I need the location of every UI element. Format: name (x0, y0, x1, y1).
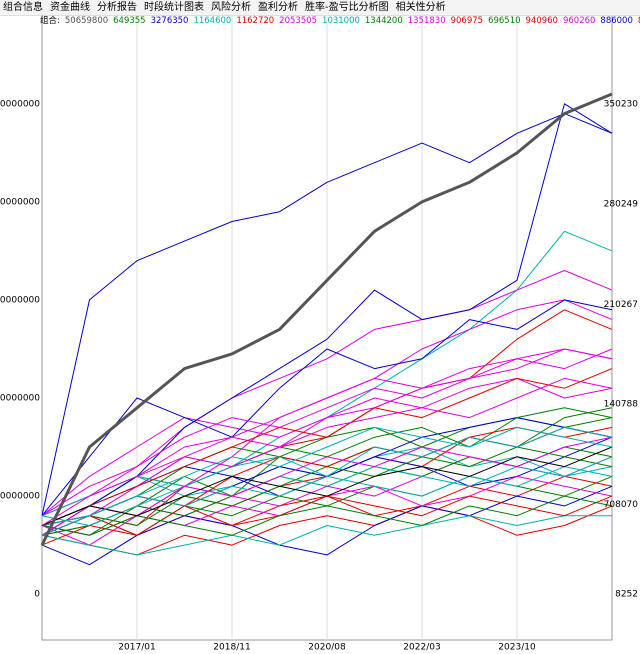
menu-tab[interactable]: 资金曲线 (50, 2, 90, 13)
legend-entry: 940960 (525, 16, 558, 26)
legend-entry: 906975 (450, 16, 484, 26)
series-line (41, 348, 613, 517)
y2-tick-label: 350230 (604, 99, 639, 109)
legend-entry: 1164600 (193, 16, 232, 26)
series-line (41, 368, 613, 526)
series-line (41, 377, 613, 526)
legend-entry: 1344200 (364, 16, 403, 26)
menu-tab[interactable]: 分析报告 (97, 2, 137, 13)
y2-tick-label: 210267 (604, 300, 638, 310)
y-tick-label: 50000000 (0, 99, 40, 109)
y2-tick-label: 140788 (604, 400, 639, 410)
legend-entry: 3276350 (150, 16, 189, 26)
series-line (41, 446, 613, 526)
menu-tab[interactable]: 胜率-盈亏比分析图 (305, 2, 389, 13)
x-tick-label: 2023/10 (498, 643, 536, 653)
y-tick-label: 20000000 (0, 394, 40, 404)
menu-tab[interactable]: 相关性分析 (395, 2, 446, 13)
legend-entry: 1351830 (407, 16, 446, 26)
series-line (40, 92, 613, 546)
legend-entry: 1031000 (322, 16, 360, 26)
y2-tick-label: 8252 (615, 590, 638, 600)
x-tick-label: 2017/01 (118, 643, 155, 653)
y-tick-label: 30000000 (0, 295, 40, 305)
x-tick-label: 2018/11 (213, 643, 250, 653)
series-line (41, 426, 613, 536)
legend-entry: 886000 (600, 16, 633, 26)
legend-entry: 960260 (562, 16, 596, 26)
menu-tab[interactable]: 风险分析 (211, 2, 251, 13)
series-line (41, 113, 613, 516)
series-line (41, 299, 613, 517)
menu-tab[interactable]: 组合信息 (3, 2, 43, 13)
legend: 组合: 50659800 649355 3276350 1164600 1162720 20… (40, 16, 640, 26)
menu-tab[interactable]: 时段统计图表 (144, 2, 204, 13)
legend-entry: 1162720 (236, 16, 275, 26)
legend-entry: 804960 (638, 16, 640, 26)
legend-entry: 50659800 (64, 16, 109, 26)
menu-tab[interactable]: 盈利分析 (258, 2, 298, 13)
y-tick-label: 0 (34, 590, 40, 600)
y-tick-label: 40000000 (0, 197, 40, 207)
legend-entry: 649355 (113, 16, 146, 26)
legend-label: 组合: (40, 16, 60, 26)
legend-entry: 2053505 (279, 16, 318, 26)
legend-entry: 696510 (488, 16, 521, 26)
menu-bar: 组合信息 资金曲线 分析报告 时段统计图表 风险分析 盈利分析 胜率-盈亏比分析图 相关性分析 (0, 0, 640, 16)
y2-tick-label: 280249 (604, 200, 639, 210)
x-tick-label: 2020/08 (308, 643, 346, 653)
x-tick-label: 2022/03 (403, 643, 440, 653)
series-line (41, 515, 612, 556)
y2-tick-label: 708070 (604, 500, 639, 510)
